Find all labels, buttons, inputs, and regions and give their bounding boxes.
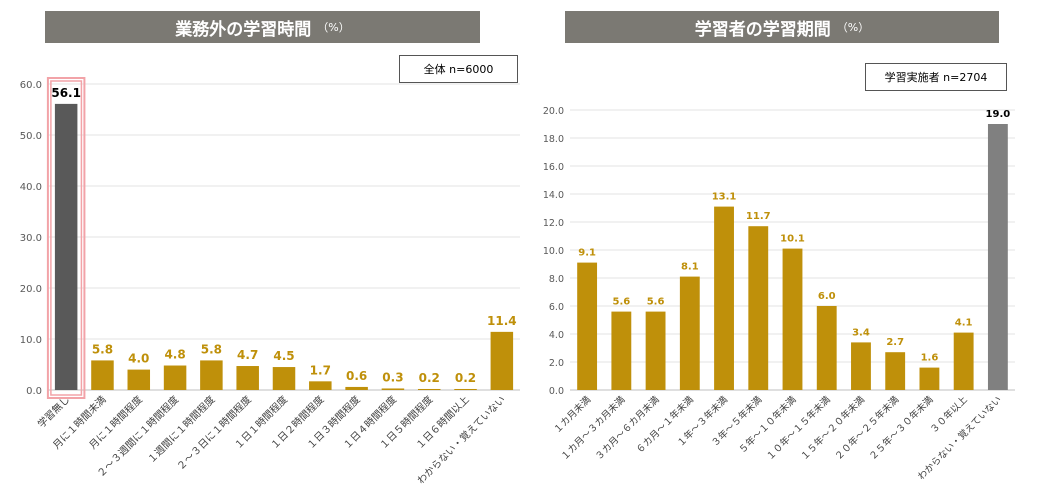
sample-size-label: 全体 n=6000 bbox=[423, 63, 494, 76]
bar-value-label: 13.1 bbox=[712, 192, 737, 203]
y-tick-label: 20.0 bbox=[543, 106, 564, 117]
bar bbox=[714, 206, 734, 390]
learning-time-chart-panel: 業務外の学習時間 （%） 全体 n=6000 0.0 10.0 20.0 30.0 40… bbox=[20, 11, 520, 487]
y-tick-label: 8.0 bbox=[549, 274, 564, 285]
y-tick-label: 40.0 bbox=[20, 182, 42, 193]
y-tick-label: 0.0 bbox=[26, 386, 42, 397]
bar bbox=[54, 103, 78, 390]
bar bbox=[748, 226, 769, 390]
y-tick-label: 60.0 bbox=[20, 80, 42, 91]
y-tick-label: 12.0 bbox=[543, 218, 564, 229]
y-tick-label: 2.0 bbox=[549, 358, 564, 369]
bar-value-label: 3.4 bbox=[852, 327, 870, 338]
bar-value-label: 0.3 bbox=[382, 370, 403, 384]
category-label: ２５年～３０年未満 bbox=[867, 393, 936, 462]
sample-size-label: 学習実施者 n=2704 bbox=[884, 71, 988, 84]
bar-value-label: 5.6 bbox=[612, 297, 630, 308]
bar bbox=[679, 276, 700, 390]
category-label: １０年～１５年未満 bbox=[764, 393, 833, 462]
category-label: ６カ月～１年未満 bbox=[634, 393, 697, 456]
bar-value-label: 5.8 bbox=[92, 342, 113, 356]
bar bbox=[163, 365, 187, 390]
bar-value-label: 10.1 bbox=[780, 234, 805, 245]
bar bbox=[127, 369, 151, 390]
bar bbox=[381, 388, 405, 390]
bar-value-label: 2.7 bbox=[886, 337, 904, 348]
learning-time-bar-chart: 0.010.020.030.040.050.060.056.1学習無し5.8月に… bbox=[20, 77, 520, 487]
bar-value-label: 4.1 bbox=[955, 318, 973, 329]
bar bbox=[417, 388, 441, 390]
highlight-frame-outer bbox=[46, 77, 86, 399]
y-tick-label: 10.0 bbox=[20, 335, 42, 346]
bar bbox=[490, 331, 514, 390]
chart-title-unit: （%） bbox=[317, 21, 350, 34]
bar-value-label: 6.0 bbox=[818, 291, 836, 302]
bar-value-label: 5.6 bbox=[647, 297, 665, 308]
bar bbox=[851, 342, 871, 390]
y-tick-label: 50.0 bbox=[20, 131, 42, 142]
y-tick-label: 16.0 bbox=[543, 162, 564, 173]
bar bbox=[885, 352, 906, 390]
bar-value-label: 19.0 bbox=[986, 109, 1011, 120]
chart-title: 業務外の学習時間 bbox=[175, 19, 312, 40]
bar-value-label: 9.1 bbox=[578, 248, 596, 259]
bar bbox=[200, 360, 223, 390]
bar bbox=[309, 381, 332, 390]
sample-size-box: 全体 n=6000 bbox=[399, 55, 518, 83]
bar bbox=[816, 306, 837, 390]
bar-value-label: 4.7 bbox=[237, 348, 258, 362]
bar-value-label: 8.1 bbox=[681, 262, 699, 273]
y-tick-label: 20.0 bbox=[20, 284, 42, 295]
category-label: ３カ月～６カ月未満 bbox=[593, 393, 662, 462]
y-tick-label: 6.0 bbox=[549, 302, 564, 313]
category-label: ２０年～２５年未満 bbox=[832, 393, 901, 462]
bar-value-label: 4.0 bbox=[128, 352, 149, 366]
chart-title-bar: 業務外の学習時間 （%） bbox=[45, 11, 480, 43]
category-label: １カ月～３カ月未満 bbox=[559, 393, 628, 462]
bar-value-label: 4.8 bbox=[164, 348, 185, 362]
y-tick-label: 4.0 bbox=[549, 330, 564, 341]
bar bbox=[345, 386, 368, 390]
bar-value-label: 0.2 bbox=[419, 371, 440, 385]
bar-value-label: 11.4 bbox=[487, 314, 517, 328]
y-tick-label: 10.0 bbox=[543, 246, 564, 257]
y-tick-label: 0.0 bbox=[549, 386, 564, 397]
bar-value-label: 0.2 bbox=[455, 371, 476, 385]
category-label: １週間に１時間程度 bbox=[145, 393, 218, 466]
bar bbox=[236, 366, 259, 390]
bar-value-label: 4.5 bbox=[273, 349, 294, 363]
bar-value-label: 1.7 bbox=[310, 363, 331, 377]
sample-size-box: 学習実施者 n=2704 bbox=[865, 63, 1007, 91]
bar bbox=[272, 367, 296, 390]
y-tick-label: 18.0 bbox=[543, 134, 564, 145]
learning-period-chart-panel: 学習者の学習期間 （%） 学習実施者 n=2704 0.0 2.0 4.0 6.0 8.… bbox=[525, 0, 1040, 500]
category-label: ５年～１０年未満 bbox=[736, 393, 799, 456]
bar-value-label: 11.7 bbox=[746, 211, 771, 222]
bar bbox=[577, 262, 598, 390]
bar bbox=[454, 388, 477, 390]
y-tick-label: 14.0 bbox=[543, 190, 564, 201]
bar-value-label: 56.1 bbox=[51, 86, 81, 100]
highlight-frame-inner bbox=[50, 80, 83, 396]
category-label: １５年～２０年未満 bbox=[798, 393, 867, 462]
chart-title: 学習者の学習期間 bbox=[694, 19, 831, 40]
chart-title-bar: 学習者の学習期間 （%） bbox=[565, 11, 999, 43]
learning-period-bar-chart: 0.0 2.0 4.0 6.0 8.0 10.0 12.0 14.0 16.0 18.0 20.0 9… bbox=[543, 106, 1015, 482]
bar bbox=[953, 332, 974, 390]
bar bbox=[611, 311, 632, 390]
bar bbox=[987, 124, 1008, 390]
bar bbox=[919, 367, 940, 390]
bar-value-label: 0.6 bbox=[346, 369, 367, 383]
bar bbox=[782, 248, 803, 390]
chart-title-unit: （%） bbox=[836, 21, 870, 34]
bar bbox=[645, 311, 666, 390]
y-tick-label: 30.0 bbox=[20, 233, 42, 244]
bar bbox=[91, 360, 114, 390]
bar-value-label: 5.8 bbox=[201, 342, 222, 356]
bar-value-label: 1.6 bbox=[921, 353, 939, 364]
